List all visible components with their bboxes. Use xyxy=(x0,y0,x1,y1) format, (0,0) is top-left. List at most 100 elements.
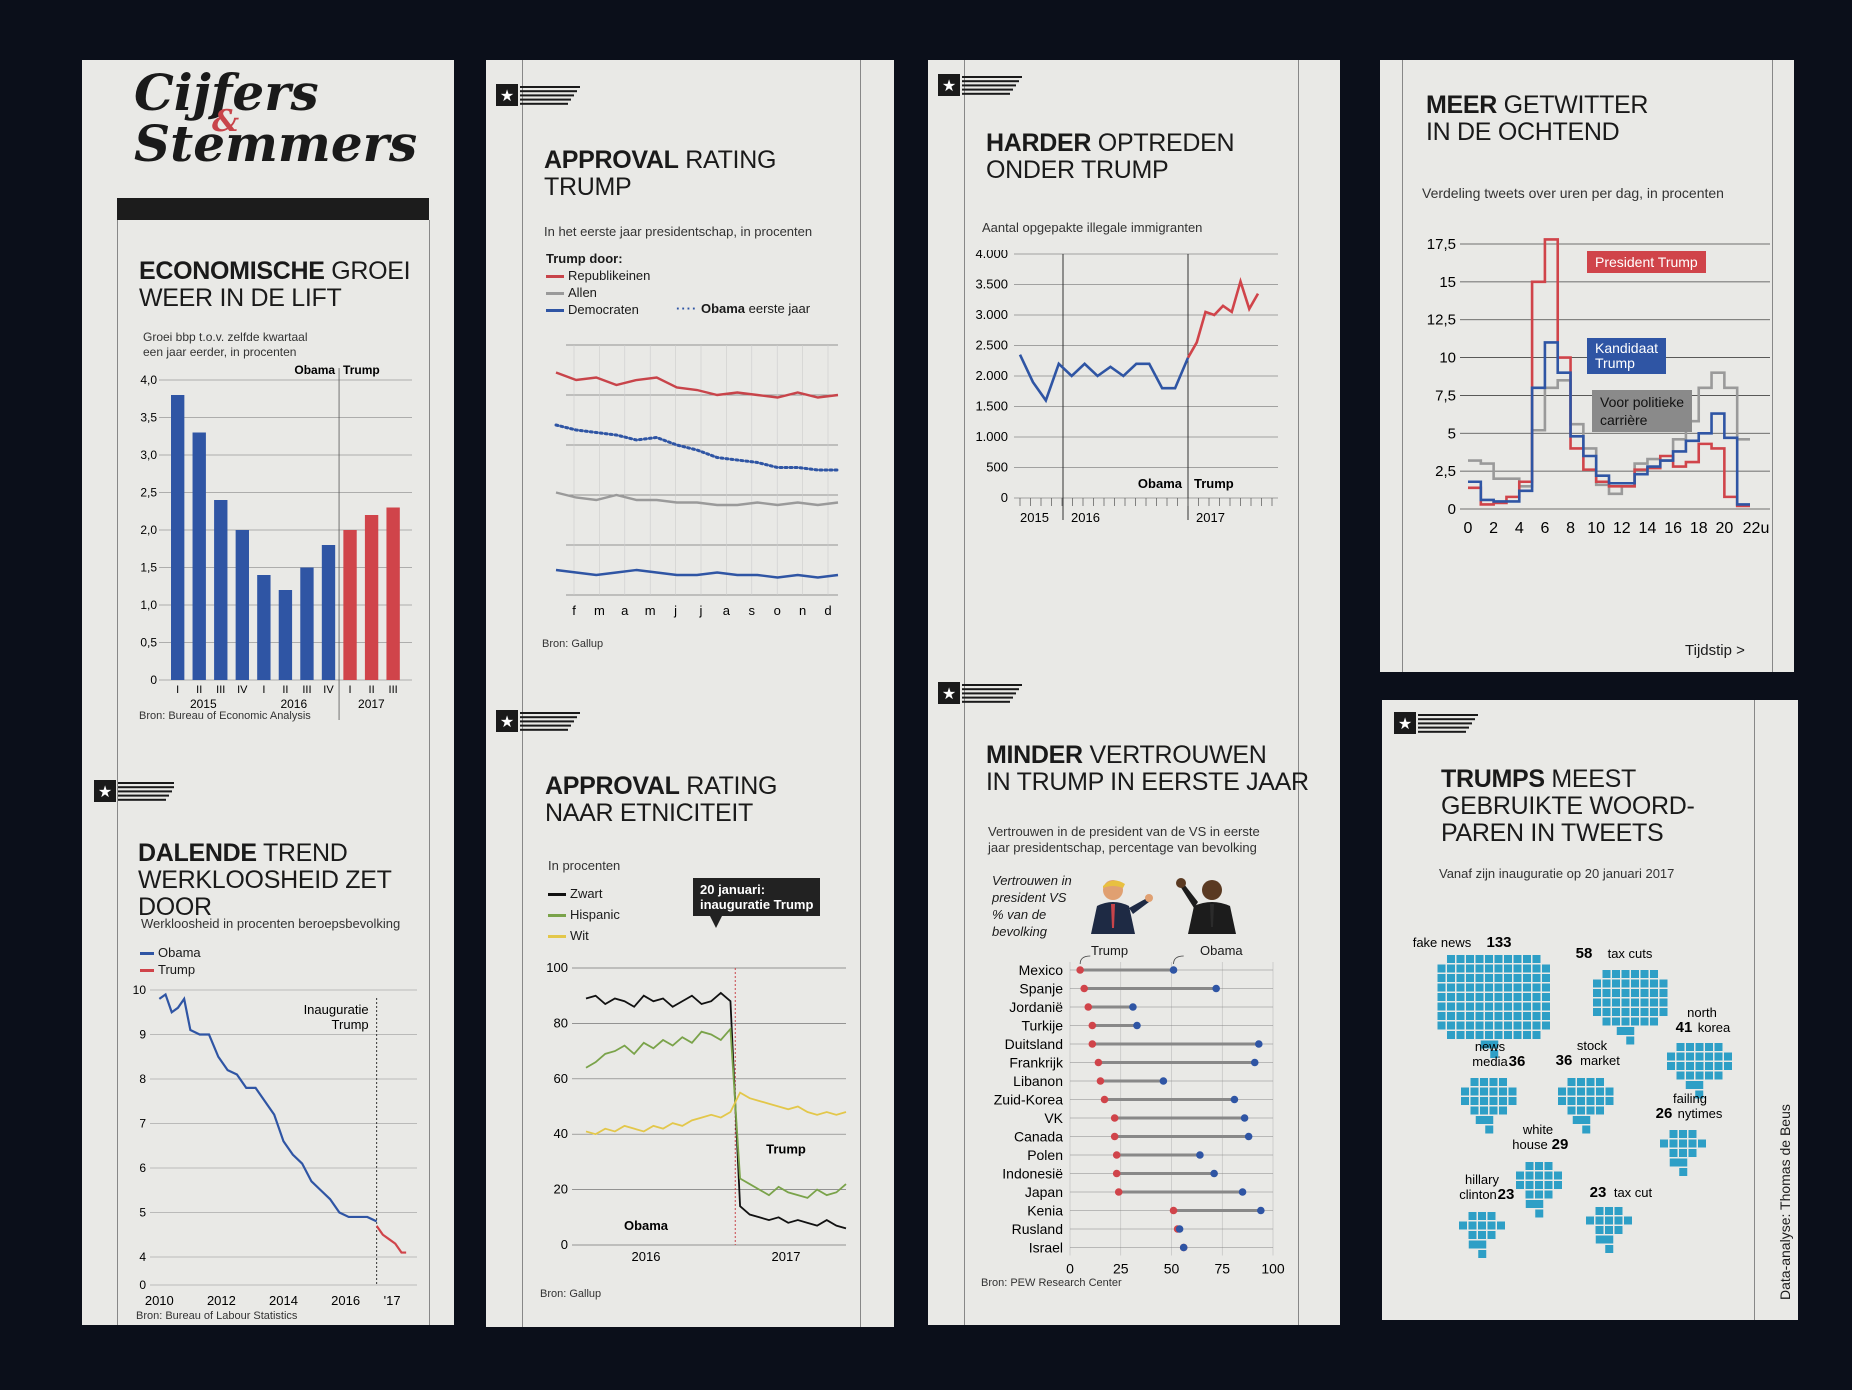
country-label: Turkije xyxy=(1022,1018,1064,1034)
p1-source: Bron: Bureau of Economic Analysis xyxy=(139,710,311,722)
bubble-cell xyxy=(1650,998,1658,1007)
bubble-cell xyxy=(1659,1008,1668,1016)
bubble-cell xyxy=(1714,1043,1723,1051)
bubble-cell xyxy=(1650,979,1658,988)
x-tick-label: 14 xyxy=(1639,520,1657,537)
bubble-cell xyxy=(1605,1097,1614,1105)
bubble-cell xyxy=(1516,1181,1524,1189)
x-tick-label: IV xyxy=(323,684,334,696)
bubble-cell xyxy=(1602,979,1611,988)
bubble-cell xyxy=(1605,1207,1613,1215)
y-tick-label: 2.500 xyxy=(975,338,1008,353)
bubble-cell xyxy=(1447,964,1455,973)
column-rule-right xyxy=(1298,60,1299,1325)
bubble-cell xyxy=(1688,1149,1697,1157)
dot-obama xyxy=(1250,1058,1259,1067)
count-failing-nytimes: 26 xyxy=(1656,1105,1673,1122)
dot-obama xyxy=(1179,1243,1188,1252)
label-tax-cut: tax cut xyxy=(1614,1185,1653,1200)
y-tick-label: 12,5 xyxy=(1427,312,1456,329)
y-tick-label: 0 xyxy=(561,1237,568,1252)
p5-subtitle: Aantal opgepakte illegale immigranten xyxy=(982,220,1203,235)
country-label: Frankrijk xyxy=(1009,1055,1064,1071)
x-tick-label: 16 xyxy=(1664,520,1682,537)
column-rule-right xyxy=(429,220,430,1325)
bubble-cell xyxy=(1504,983,1512,992)
bubble-cell xyxy=(1612,998,1620,1007)
bubble-cell xyxy=(1494,1002,1503,1011)
label-news: news xyxy=(1475,1039,1506,1054)
bubble-cell xyxy=(1567,1097,1576,1105)
dot-obama xyxy=(1257,1206,1265,1215)
flag-stripe xyxy=(520,98,571,101)
bubble-cell xyxy=(1602,970,1611,978)
label-hillary: hillary xyxy=(1465,1172,1499,1187)
count-news-media: 36 xyxy=(1509,1053,1526,1070)
x-tick-label: 12 xyxy=(1613,520,1631,537)
x-tick-label: j xyxy=(673,603,677,618)
bar-8 xyxy=(343,530,357,680)
masthead-line1: Cijfers xyxy=(134,63,319,122)
bubble-cell xyxy=(1504,1002,1512,1011)
bubble-tail xyxy=(1595,1235,1614,1244)
p1-title-line2: WEER IN DE LIFT xyxy=(139,284,342,312)
y-tick-label: 1.500 xyxy=(975,399,1008,414)
x-tick-label: a xyxy=(621,603,629,618)
annotation-line2: Trump xyxy=(332,1017,369,1032)
bubble-cell xyxy=(1494,1012,1503,1020)
bubble-cell xyxy=(1466,993,1474,1001)
bubble-cell xyxy=(1523,964,1531,973)
bubble-cell xyxy=(1513,974,1522,982)
column-4-top: MEER GETWITTER IN DE OCHTEND Verdeling t… xyxy=(1380,60,1794,672)
bubble-cell xyxy=(1695,1071,1704,1080)
column-rule-left xyxy=(1402,60,1403,672)
bubble-cell xyxy=(1466,974,1474,982)
column-3: ★ HARDER OPTREDEN ONDER TRUMP Aantal opg… xyxy=(928,60,1340,1325)
bubble-cell xyxy=(1679,1139,1687,1148)
x-tick-label: II xyxy=(196,684,202,696)
bubble-cell xyxy=(1544,1171,1553,1180)
bubble-cell xyxy=(1437,1021,1446,1030)
dot-obama xyxy=(1240,1114,1249,1122)
bubble-cell xyxy=(1676,1043,1685,1051)
bubble-cell xyxy=(1437,1012,1446,1020)
column-rule-right xyxy=(1754,700,1755,1320)
bubble-cell xyxy=(1485,983,1493,992)
p6-label-obama: Obama xyxy=(1200,943,1243,958)
flag-stripe xyxy=(118,786,174,789)
bubble-cell xyxy=(1466,1012,1474,1020)
bubble-cell xyxy=(1640,970,1649,978)
x-tick-label: m xyxy=(594,603,605,618)
label-clinton: clinton xyxy=(1459,1187,1497,1202)
bubble-cell xyxy=(1461,1087,1469,1096)
bubble-cell xyxy=(1595,1226,1604,1234)
star-glyph: ★ xyxy=(98,784,112,801)
x-tick-label: 8 xyxy=(1566,520,1575,537)
series-allen xyxy=(555,491,839,507)
p3-source: Bron: Gallup xyxy=(542,638,604,650)
y-tick-label: 60 xyxy=(554,1071,568,1086)
y-tick-label: 0 xyxy=(150,673,157,687)
x-tick-label: 2016 xyxy=(1071,510,1100,525)
bubble-cell xyxy=(1504,993,1512,1001)
bubble-cell xyxy=(1660,1139,1668,1148)
flag-stripe xyxy=(962,684,1022,686)
bubble-cell xyxy=(1487,1231,1496,1239)
country-label: Canada xyxy=(1014,1129,1063,1145)
bubble-cell xyxy=(1523,1021,1531,1030)
y-tick-label: 3.500 xyxy=(975,277,1008,292)
bubble-cell xyxy=(1485,1012,1493,1020)
series-trump xyxy=(375,1225,407,1254)
bubble-tail xyxy=(1572,1116,1591,1124)
p3-legend: Trump door: Republikeinen Allen Democrat… xyxy=(546,250,650,318)
bubble-cell xyxy=(1532,1031,1541,1039)
x-tick-label: II xyxy=(369,684,375,696)
p8-credit: Data-analyse: Thomas de Beus xyxy=(1777,1104,1793,1300)
x-tick-label: 2017 xyxy=(1196,510,1225,525)
bubble-cell xyxy=(1705,1043,1713,1051)
star-flag-icon: ★ xyxy=(496,84,580,106)
bubble-cell xyxy=(1459,1221,1467,1230)
country-label: Mexico xyxy=(1019,962,1064,978)
bubble-tail xyxy=(1679,1168,1688,1176)
bubble-cell xyxy=(1504,955,1512,963)
